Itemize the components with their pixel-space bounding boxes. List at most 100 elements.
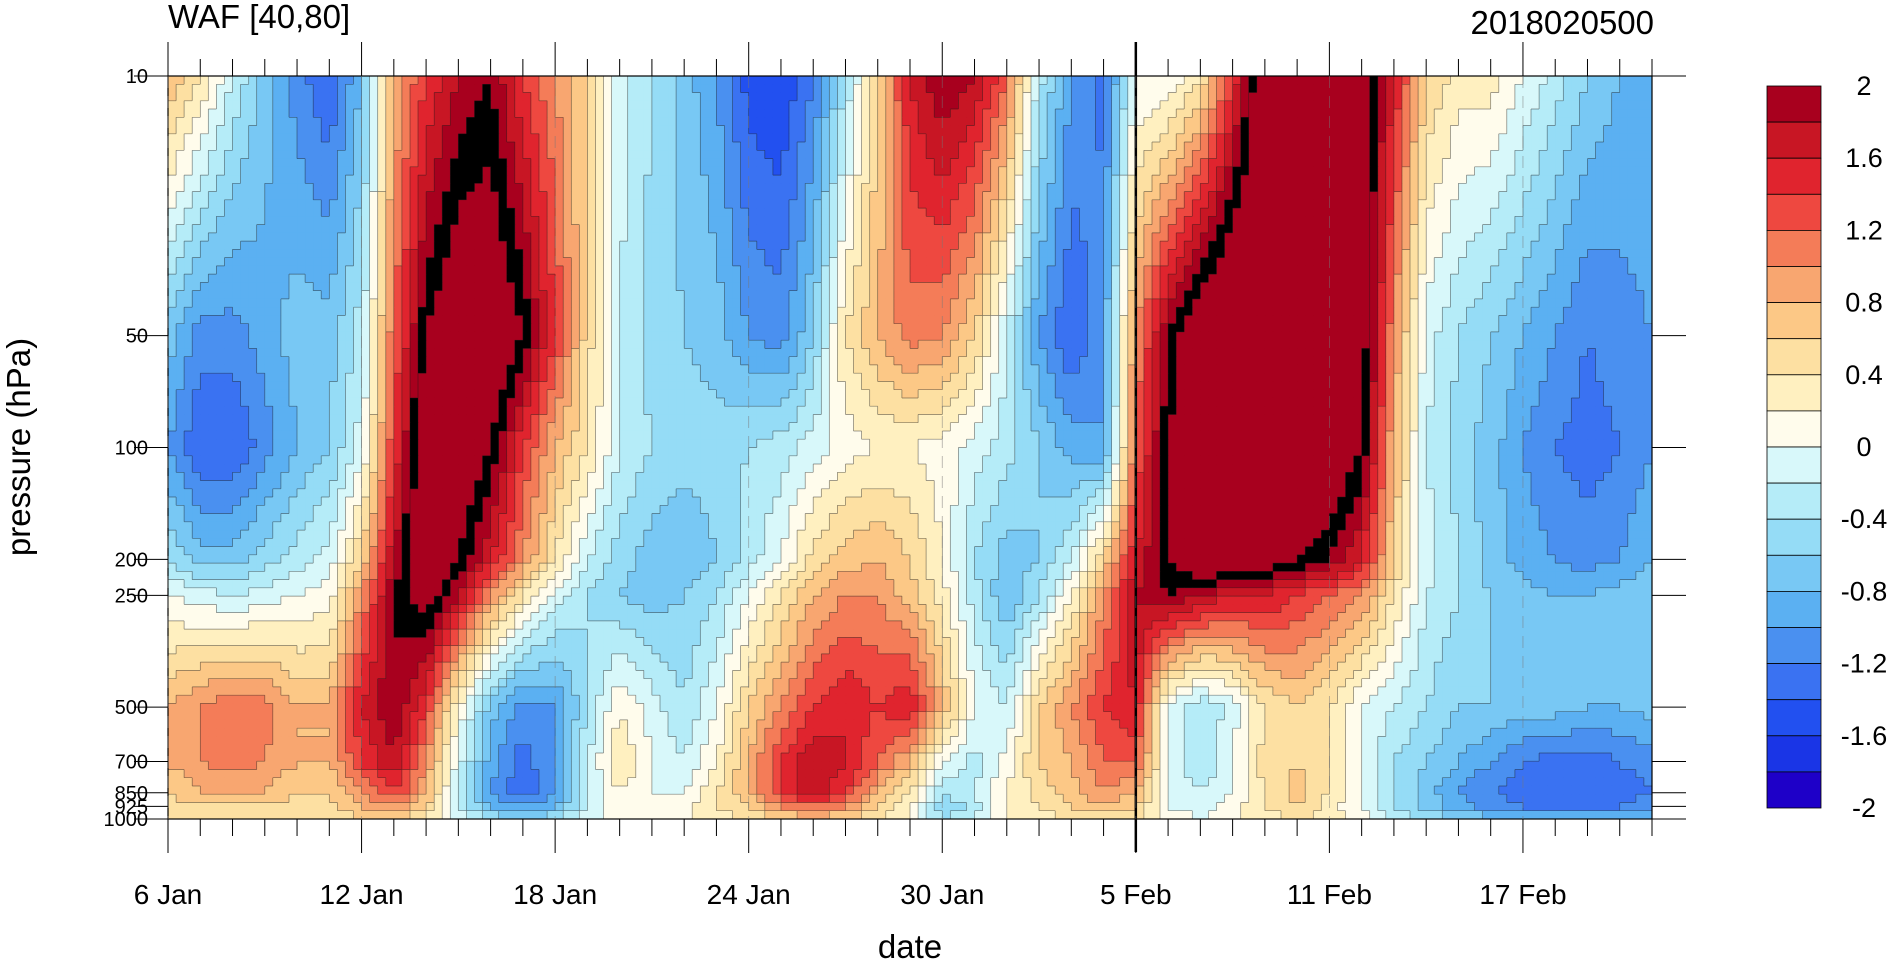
heat-cell [805,117,814,127]
heat-cell [1531,142,1540,151]
heat-cell [1119,232,1129,242]
heat-cell [1329,100,1339,110]
heat-cell [305,298,314,308]
heat-cell [1022,76,1032,85]
heat-cell [1353,224,1363,234]
heat-cell [958,265,968,275]
heat-cell [934,100,943,110]
heat-cell [950,232,959,242]
heat-cell [1369,142,1379,151]
heat-cell [1514,183,1524,193]
heat-cell [1087,76,1097,85]
heat-cell [514,150,524,160]
heat-cell [1256,183,1266,193]
heat-cell [1047,208,1056,217]
heat-cell [813,117,822,127]
heat-cell [1337,249,1347,259]
heat-cell [1595,109,1605,118]
heat-cell [1418,76,1427,85]
heat-cell [829,100,839,110]
heat-cell [1127,166,1137,176]
heat-cell [280,249,290,259]
heat-cell [1522,265,1532,275]
heat-cell [434,150,443,160]
heat-cell [635,125,645,135]
heat-cell [1168,241,1177,250]
heat-cell [1595,158,1605,168]
heat-cell [1281,290,1290,300]
heat-cell [1410,224,1419,234]
heat-cell [458,76,468,85]
heat-cell [837,216,847,226]
heat-cell [998,232,1008,242]
heat-cell [1055,224,1064,234]
heat-cell [684,84,693,94]
heat-cell [1531,216,1540,226]
heat-cell [482,290,492,300]
heat-cell [1014,257,1024,267]
heat-cell [684,133,693,143]
heat-cell [1579,84,1589,94]
heat-cell [829,109,839,118]
heat-cell [1240,84,1250,94]
heat-cell [216,191,226,201]
heat-cell [1063,232,1072,242]
heat-cell [627,84,637,94]
heat-cell [1127,158,1137,168]
heat-cell [1079,290,1089,300]
heat-cell [1393,133,1403,143]
heat-cell [1047,232,1056,242]
heat-cell [192,282,201,292]
heat-cell [297,117,306,127]
heat-cell [740,133,750,143]
heat-cell [1353,100,1363,110]
heat-cell [676,142,685,151]
heat-cell [627,142,637,151]
heat-cell [885,224,895,234]
heat-cell [1450,208,1460,217]
heat-cell [490,208,500,217]
heat-cell [1087,175,1097,184]
heat-cell [877,100,887,110]
heat-cell [547,109,556,118]
heat-cell [926,100,935,110]
heat-cell [934,257,943,267]
heat-cell [1595,257,1605,267]
heat-cell [168,117,177,127]
heat-cell [813,84,822,94]
heat-cell [708,224,718,234]
heat-cell [297,257,306,267]
heat-cell [1337,109,1347,118]
heat-cell [1506,92,1516,102]
heat-cell [1272,158,1282,168]
heat-cell [385,76,395,85]
heat-cell [1135,199,1145,209]
heat-cell [1151,100,1161,110]
heat-cell [256,76,266,85]
heat-cell [1345,142,1355,151]
heat-cell [1619,133,1629,143]
heat-cell [789,125,798,135]
heat-cell [450,142,459,151]
heat-cell [385,150,395,160]
heat-cell [1410,100,1419,110]
heat-cell [1184,142,1193,151]
heat-cell [764,216,774,226]
heat-cell [1151,232,1161,242]
heat-cell [329,150,338,160]
heat-cell [1095,241,1105,250]
heat-cell [563,257,572,267]
heat-cell [982,216,992,226]
heat-cell [530,199,540,209]
heat-cell [176,208,185,217]
heat-cell [732,84,742,94]
heat-cell [893,290,903,300]
heat-cell [1498,290,1508,300]
heat-cell [1482,232,1492,242]
heat-cell [1426,158,1435,168]
heat-cell [571,249,580,259]
heat-cell [1514,133,1524,143]
heat-cell [764,133,774,143]
heat-cell [1176,191,1185,201]
heat-cell [1063,191,1072,201]
